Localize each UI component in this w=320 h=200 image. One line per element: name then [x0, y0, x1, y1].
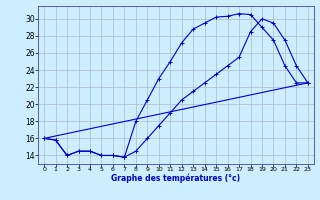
X-axis label: Graphe des températures (°c): Graphe des températures (°c)	[111, 174, 241, 183]
